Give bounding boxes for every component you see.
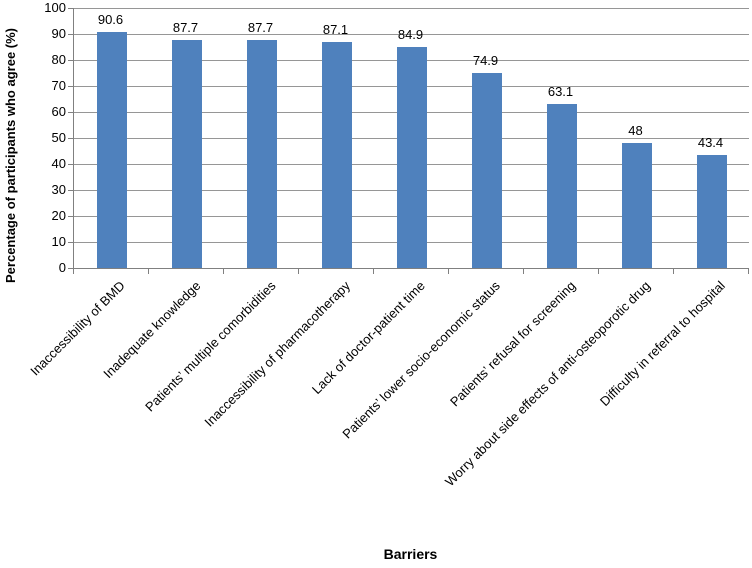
y-tick-mark <box>68 8 73 9</box>
y-tick-label: 10 <box>51 234 66 249</box>
bar-value-label: 43.4 <box>697 135 724 151</box>
y-tick-label: 60 <box>51 104 66 119</box>
category-label: Patients’ multiple comorbidities <box>141 278 279 415</box>
y-tick-label: 50 <box>51 130 66 145</box>
bar-value-label: 74.9 <box>472 53 499 69</box>
category-label: Inaccessibility of pharmacotherapy <box>201 278 354 430</box>
x-tick-mark <box>73 269 74 274</box>
bar <box>321 41 352 268</box>
bar <box>96 32 127 268</box>
bar-value-label: 87.1 <box>322 21 349 37</box>
y-axis-title: Percentage of participants who agree (%) <box>3 27 18 283</box>
y-tick-mark <box>68 86 73 87</box>
bar <box>621 143 652 268</box>
x-tick-mark <box>673 269 674 274</box>
bar <box>471 73 502 268</box>
plot-area <box>73 8 749 269</box>
y-tick-mark <box>68 164 73 165</box>
y-tick-label: 40 <box>51 156 66 171</box>
y-tick-label: 20 <box>51 208 66 223</box>
y-tick-label: 70 <box>51 78 66 93</box>
gridline <box>74 8 749 9</box>
category-label: Difficulty in referral to hospital <box>597 278 729 410</box>
category-label: Patients’ lower socio-economic status <box>339 278 504 442</box>
bar-value-label: 87.7 <box>172 19 199 35</box>
y-tick-mark <box>68 268 73 269</box>
y-tick-label: 30 <box>51 182 66 197</box>
category-label: Patients’ refusal for screening <box>446 278 579 410</box>
y-tick-label: 100 <box>44 0 66 15</box>
y-tick-mark <box>68 112 73 113</box>
y-tick-mark <box>68 216 73 217</box>
x-tick-mark <box>223 269 224 274</box>
bar-value-label: 90.6 <box>97 12 124 28</box>
y-tick-mark <box>68 190 73 191</box>
bar <box>396 47 427 268</box>
bar <box>696 155 727 268</box>
bar <box>246 39 277 268</box>
x-tick-mark <box>448 269 449 274</box>
y-tick-mark <box>68 34 73 35</box>
x-tick-mark <box>148 269 149 274</box>
x-tick-mark <box>298 269 299 274</box>
y-tick-label: 80 <box>51 52 66 67</box>
bar-value-label: 84.9 <box>397 27 424 43</box>
y-tick-mark <box>68 242 73 243</box>
x-tick-mark <box>598 269 599 274</box>
y-tick-mark <box>68 138 73 139</box>
x-tick-mark <box>373 269 374 274</box>
gridline <box>74 34 749 35</box>
bar <box>171 39 202 268</box>
y-tick-label: 90 <box>51 26 66 41</box>
y-tick-mark <box>68 60 73 61</box>
x-tick-mark <box>523 269 524 274</box>
bar-value-label: 48 <box>628 123 643 139</box>
x-axis-title: Barriers <box>383 546 438 562</box>
bar-value-label: 63.1 <box>547 83 574 99</box>
bar <box>546 103 577 268</box>
x-tick-mark <box>748 269 749 274</box>
y-tick-label: 0 <box>58 260 66 275</box>
bar-value-label: 87.7 <box>247 19 274 35</box>
